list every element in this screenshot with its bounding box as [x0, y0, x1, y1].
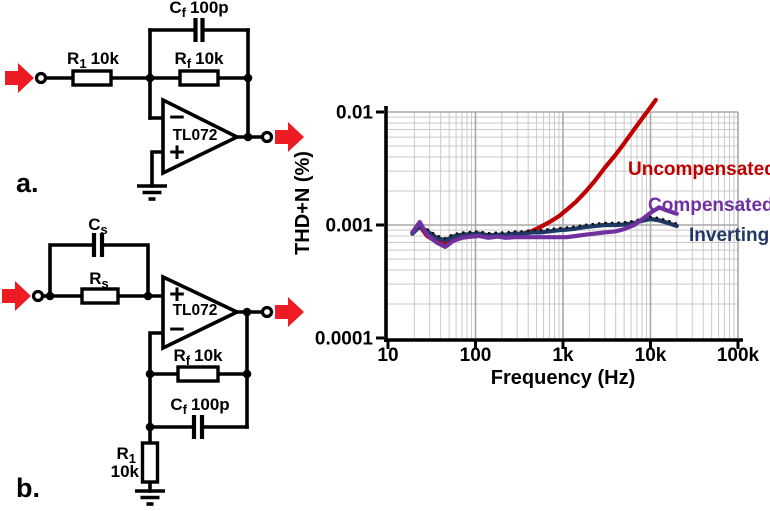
opamp-minus-sign: −	[169, 102, 185, 132]
cf-label: Cf 100p	[169, 0, 228, 20]
opamp-part-number: TL072	[173, 127, 218, 144]
junction-dot	[242, 307, 252, 317]
input-terminal	[31, 289, 45, 303]
input-terminal	[34, 71, 48, 85]
resistor-r1	[140, 441, 160, 484]
y-axis-title: THD+N (%)	[292, 151, 314, 255]
series-line-inverting-dotted-overlay	[411, 215, 678, 240]
resistor-r1	[71, 69, 113, 87]
subfigure-label-a: a.	[16, 168, 39, 198]
circuit-b: Cs Rs + TL072 − Rf 10k Cf 100p R1 10k b.	[2, 215, 304, 506]
output-terminal	[260, 130, 274, 144]
opamp-plus-sign: +	[169, 137, 185, 167]
capacitor-cf	[193, 18, 205, 42]
opamp-triangle	[161, 274, 242, 351]
y-tick-label: 0.0001	[315, 329, 374, 350]
opamp-minus-sign: −	[169, 314, 185, 344]
junction-dot	[145, 73, 155, 83]
ground-symbol	[135, 489, 165, 506]
cf-label: Cf 100p	[170, 395, 229, 417]
capacitor-cf	[191, 415, 205, 439]
grid-major	[388, 111, 739, 338]
output-arrow	[275, 122, 304, 152]
x-tick-label: 100k	[717, 345, 760, 366]
resistor-rs	[80, 287, 120, 305]
x-tick-label: 100	[460, 345, 492, 366]
series-label-inverting: Inverting	[689, 225, 769, 246]
junction-dot	[243, 73, 253, 83]
r1-label: R1 10k	[67, 49, 119, 71]
r1-value: 10k	[111, 462, 140, 481]
subfigure-label-b: b.	[16, 473, 40, 503]
ground-symbol	[137, 184, 167, 201]
circuit-a: Cf 100p R1 10k Rf 10k − TL072 + a.	[5, 0, 304, 201]
output-terminal	[260, 305, 274, 319]
cs-label: Cs	[88, 215, 108, 237]
series-label-uncompensated: Uncompensated	[628, 159, 770, 180]
opamp-plus-sign: +	[169, 279, 185, 309]
circuit-b-wires	[40, 243, 265, 493]
junction-dot	[243, 132, 253, 142]
output-arrow	[275, 297, 304, 327]
x-tick-label: 1k	[552, 345, 574, 366]
capacitor-cs	[91, 233, 105, 257]
x-axis-title: Frequency (Hz)	[491, 367, 635, 389]
opamp-triangle	[161, 97, 242, 176]
opamp-part-number: TL072	[173, 302, 218, 319]
r1-label: R1	[116, 444, 136, 466]
x-tick-label: 10	[377, 345, 398, 366]
rf-label: Rf 10k	[175, 49, 225, 71]
rs-label: Rs	[89, 269, 109, 291]
junction-dot	[45, 291, 55, 301]
resistor-rf	[176, 365, 220, 383]
junction-dot	[145, 369, 155, 379]
y-tick-label: 0.01	[336, 103, 373, 124]
junction-dot	[242, 369, 252, 379]
junction-dot	[145, 422, 155, 432]
y-tick-label: 0.001	[325, 216, 373, 237]
x-tick-label: 10k	[635, 345, 667, 366]
resistor-rf	[178, 69, 220, 87]
junction-dot	[143, 291, 153, 301]
rf-label: Rf 10k	[174, 346, 224, 368]
input-arrow	[2, 281, 31, 311]
input-arrow	[5, 63, 34, 93]
series-line-compensated	[410, 205, 679, 249]
series-label-compensated: Compensated	[648, 195, 770, 216]
